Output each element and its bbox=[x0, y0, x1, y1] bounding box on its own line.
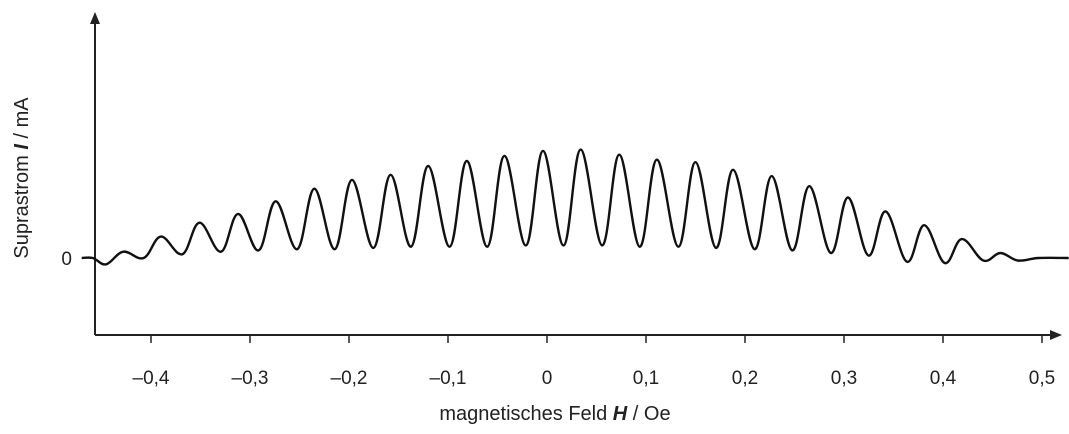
x-axis-title: magnetisches Feld H / Oe bbox=[439, 403, 670, 425]
x-tick-label: –0,1 bbox=[430, 368, 467, 389]
x-axis: –0,4 –0,3 –0,2 –0,1 0 0,1 0,2 0,3 0,4 0,5 magneti… bbox=[95, 330, 1062, 425]
x-tick-label: 0,1 bbox=[633, 368, 659, 389]
x-tick-label: 0,3 bbox=[831, 368, 857, 389]
x-axis-title-prefix: magnetisches Feld bbox=[439, 403, 612, 425]
x-tick-label: –0,4 bbox=[133, 368, 170, 389]
x-axis-arrowhead bbox=[1050, 330, 1062, 340]
y-axis-title: Suprastrom I / mA bbox=[11, 97, 33, 259]
x-tick-label: –0,2 bbox=[331, 368, 368, 389]
y-axis-title-symbol: I bbox=[11, 144, 33, 150]
y-axis-title-suffix: / mA bbox=[11, 97, 33, 144]
series-line-suprastrom bbox=[81, 148, 1069, 266]
plot-area bbox=[81, 148, 1069, 266]
x-axis-title-suffix: / Oe bbox=[627, 403, 670, 425]
y-axis: 0 Suprastrom I / mA bbox=[11, 12, 100, 335]
x-tick-label: 0,4 bbox=[930, 368, 957, 389]
y-tick-label-zero: 0 bbox=[61, 249, 72, 270]
x-tick-label: 0,5 bbox=[1029, 368, 1055, 389]
x-axis-title-symbol: H bbox=[613, 403, 628, 425]
x-ticks: –0,4 –0,3 –0,2 –0,1 0 0,1 0,2 0,3 0,4 0,5 bbox=[133, 335, 1055, 389]
x-tick-label: 0,2 bbox=[732, 368, 758, 389]
y-axis-arrowhead bbox=[90, 12, 100, 24]
x-tick-label: –0,3 bbox=[232, 368, 269, 389]
y-axis-title-prefix: Suprastrom bbox=[11, 150, 33, 259]
x-tick-label: 0 bbox=[542, 368, 553, 389]
